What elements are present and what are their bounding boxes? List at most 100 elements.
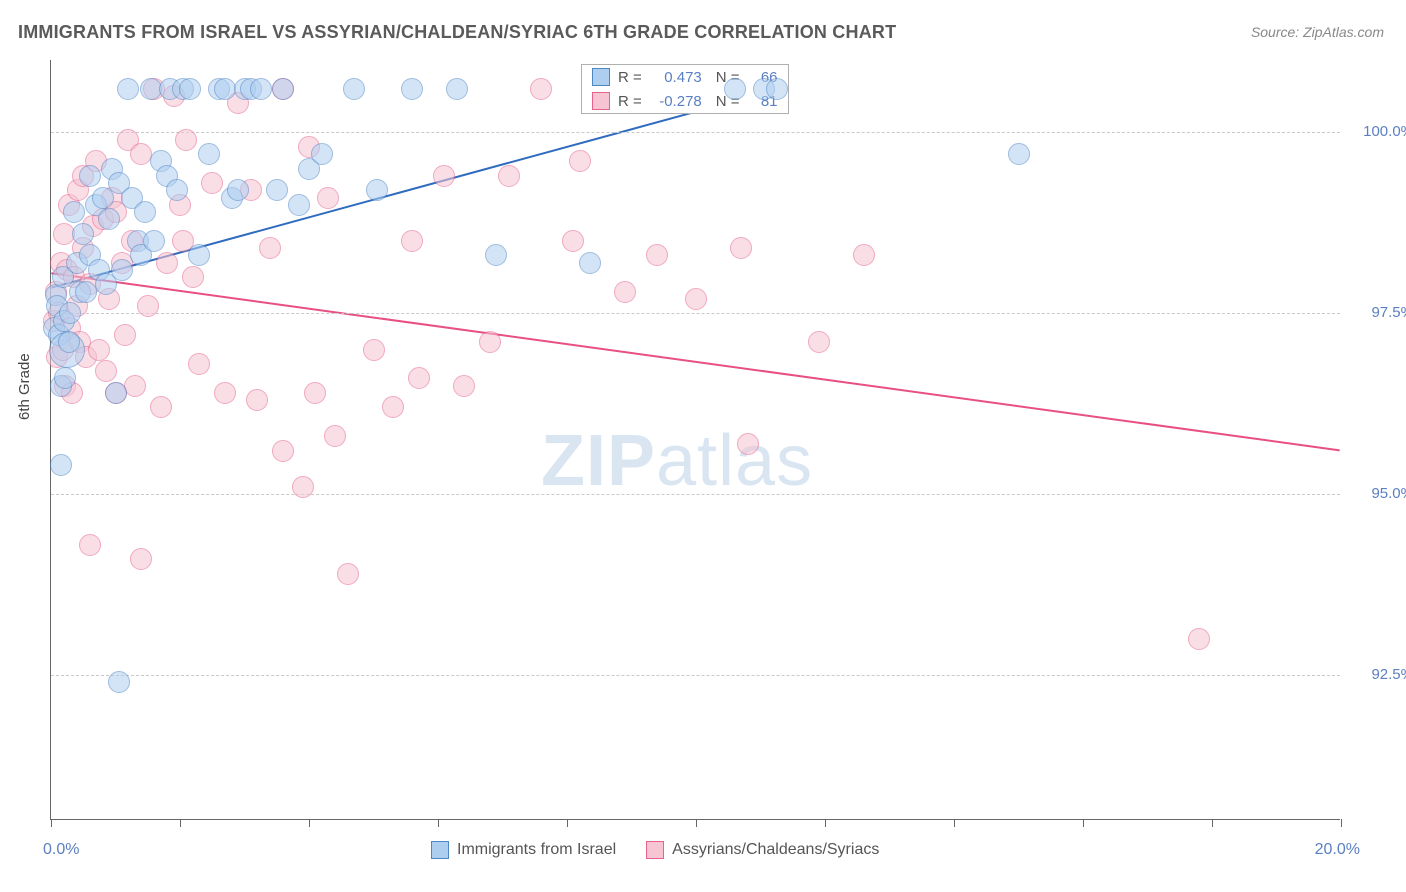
- data-point: [124, 375, 146, 397]
- data-point: [272, 78, 294, 100]
- plot-area: ZIPatlas R =0.473N =66R =-0.278N =81 Imm…: [50, 60, 1340, 820]
- data-point: [156, 252, 178, 274]
- data-point: [485, 244, 507, 266]
- series-legend-item: Assyrians/Chaldeans/Syriacs: [646, 841, 879, 859]
- data-point: [292, 476, 314, 498]
- gridline: [51, 313, 1340, 314]
- data-point: [188, 353, 210, 375]
- data-point: [614, 281, 636, 303]
- x-tick-mark: [51, 819, 52, 827]
- legend-r-value: -0.278: [650, 93, 702, 110]
- data-point: [182, 266, 204, 288]
- data-point: [766, 78, 788, 100]
- data-point: [408, 367, 430, 389]
- data-point: [311, 143, 333, 165]
- data-point: [143, 230, 165, 252]
- y-tick-label: 92.5%: [1350, 666, 1406, 683]
- data-point: [114, 324, 136, 346]
- data-point: [724, 78, 746, 100]
- gridline: [51, 132, 1340, 133]
- data-point: [343, 78, 365, 100]
- data-point: [134, 201, 156, 223]
- data-point: [63, 201, 85, 223]
- data-point: [72, 223, 94, 245]
- x-tick-mark: [825, 819, 826, 827]
- series-legend-label: Assyrians/Chaldeans/Syriacs: [672, 841, 879, 859]
- gridline: [51, 675, 1340, 676]
- x-tick-mark: [309, 819, 310, 827]
- data-point: [401, 78, 423, 100]
- data-point: [808, 331, 830, 353]
- data-point: [433, 165, 455, 187]
- x-axis-max-label: 20.0%: [1315, 841, 1360, 859]
- data-point: [288, 194, 310, 216]
- data-point: [366, 179, 388, 201]
- data-point: [188, 244, 210, 266]
- data-point: [105, 382, 127, 404]
- legend-r-label: R =: [618, 69, 642, 86]
- series-legend-item: Immigrants from Israel: [431, 841, 616, 859]
- data-point: [137, 295, 159, 317]
- data-point: [79, 534, 101, 556]
- x-tick-mark: [1212, 819, 1213, 827]
- data-point: [1008, 143, 1030, 165]
- data-point: [88, 339, 110, 361]
- y-tick-label: 95.0%: [1350, 485, 1406, 502]
- series-legend-label: Immigrants from Israel: [457, 841, 616, 859]
- x-tick-mark: [696, 819, 697, 827]
- data-point: [730, 237, 752, 259]
- data-point: [453, 375, 475, 397]
- data-point: [59, 302, 81, 324]
- data-point: [401, 230, 423, 252]
- data-point: [79, 165, 101, 187]
- series-legend: Immigrants from Israel Assyrians/Chaldean…: [431, 841, 879, 859]
- data-point: [54, 367, 76, 389]
- data-point: [562, 230, 584, 252]
- data-point: [227, 179, 249, 201]
- data-point: [685, 288, 707, 310]
- data-point: [579, 252, 601, 274]
- legend-swatch: [592, 92, 610, 110]
- data-point: [304, 382, 326, 404]
- data-point: [201, 172, 223, 194]
- data-point: [317, 187, 339, 209]
- legend-r-label: R =: [618, 93, 642, 110]
- legend-r-value: 0.473: [650, 69, 702, 86]
- data-point: [58, 331, 80, 353]
- data-point: [446, 78, 468, 100]
- data-point: [98, 208, 120, 230]
- x-tick-mark: [567, 819, 568, 827]
- data-point: [246, 389, 268, 411]
- y-tick-label: 97.5%: [1350, 304, 1406, 321]
- data-point: [337, 563, 359, 585]
- data-point: [498, 165, 520, 187]
- data-point: [324, 425, 346, 447]
- data-point: [266, 179, 288, 201]
- data-point: [95, 360, 117, 382]
- data-point: [117, 78, 139, 100]
- watermark: ZIPatlas: [541, 420, 813, 502]
- data-point: [108, 671, 130, 693]
- legend-swatch: [592, 68, 610, 86]
- data-point: [179, 78, 201, 100]
- data-point: [530, 78, 552, 100]
- data-point: [175, 129, 197, 151]
- data-point: [363, 339, 385, 361]
- x-tick-mark: [1341, 819, 1342, 827]
- y-axis-label: 6th Grade: [16, 353, 33, 420]
- data-point: [214, 382, 236, 404]
- data-point: [259, 237, 281, 259]
- data-point: [646, 244, 668, 266]
- data-point: [250, 78, 272, 100]
- data-point: [272, 440, 294, 462]
- data-point: [479, 331, 501, 353]
- chart-title: IMMIGRANTS FROM ISRAEL VS ASSYRIAN/CHALD…: [18, 22, 896, 43]
- legend-swatch: [431, 841, 449, 859]
- data-point: [166, 179, 188, 201]
- data-point: [569, 150, 591, 172]
- legend-swatch: [646, 841, 664, 859]
- x-tick-mark: [1083, 819, 1084, 827]
- gridline: [51, 494, 1340, 495]
- x-tick-mark: [954, 819, 955, 827]
- y-tick-label: 100.0%: [1350, 123, 1406, 140]
